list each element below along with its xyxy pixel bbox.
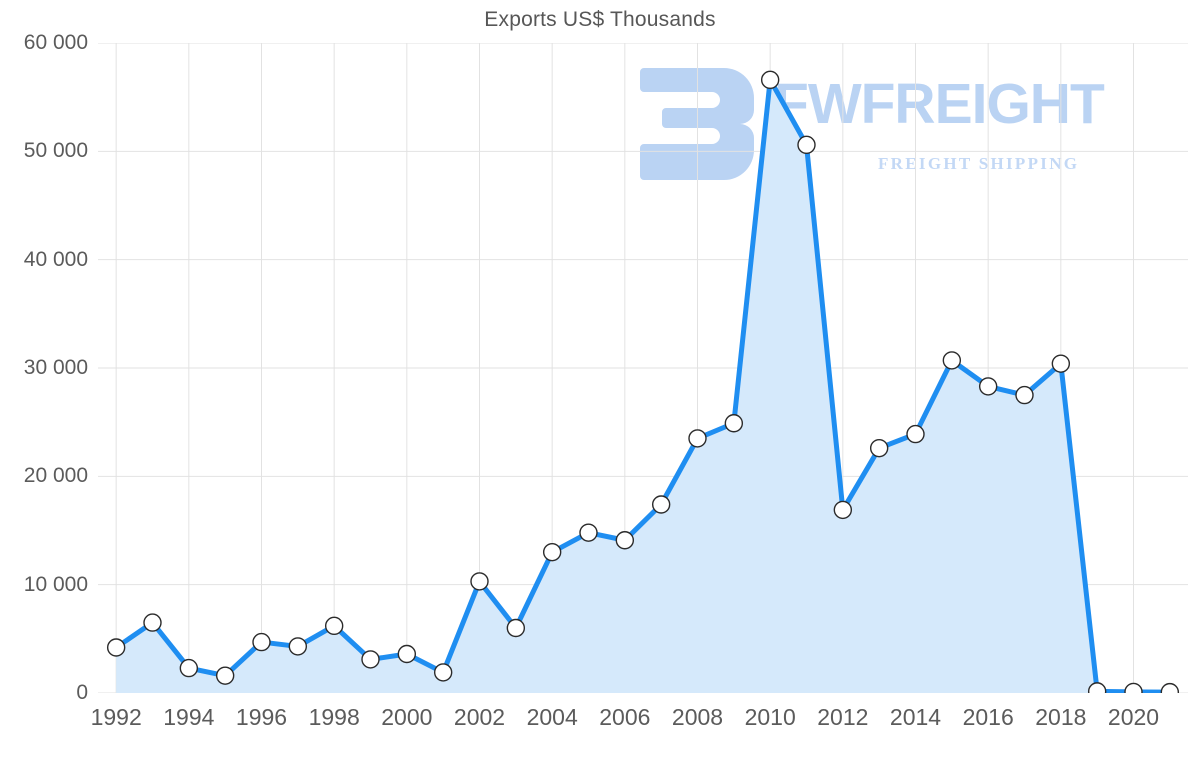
data-point-marker[interactable] <box>1089 683 1106 693</box>
data-point-marker[interactable] <box>616 532 633 549</box>
y-axis-tick-label: 40 000 <box>23 247 88 271</box>
data-point-marker[interactable] <box>144 614 161 631</box>
data-point-marker[interactable] <box>180 660 197 677</box>
data-point-marker[interactable] <box>289 638 306 655</box>
data-point-marker[interactable] <box>1016 387 1033 404</box>
data-point-marker[interactable] <box>725 415 742 432</box>
x-axis-tick-label: 1998 <box>308 704 360 730</box>
x-axis-tick-label: 1996 <box>235 704 288 730</box>
data-point-marker[interactable] <box>980 378 997 395</box>
y-axis-tick-label: 10 000 <box>23 572 88 596</box>
data-point-marker[interactable] <box>108 639 125 656</box>
x-axis-tick-label: 2006 <box>599 704 651 730</box>
chart-title: Exports US$ Thousands <box>484 8 716 31</box>
x-axis-tick-label: 2018 <box>1035 704 1087 730</box>
x-axis-tick-label: 1994 <box>163 704 215 730</box>
x-axis-tick-label: 2008 <box>671 704 724 730</box>
area-fill <box>116 79 1170 693</box>
data-point-marker[interactable] <box>798 136 815 153</box>
data-point-marker[interactable] <box>1052 355 1069 372</box>
data-point-marker[interactable] <box>435 664 452 681</box>
plot-area <box>98 43 1188 693</box>
y-axis-tick-label: 0 <box>76 681 88 704</box>
data-point-markers <box>108 71 1179 693</box>
data-point-marker[interactable] <box>544 544 561 561</box>
y-axis-tick-label: 50 000 <box>23 139 88 163</box>
y-axis-tick-label: 20 000 <box>23 464 88 488</box>
data-point-marker[interactable] <box>217 667 234 684</box>
x-axis-tick-label: 1992 <box>90 704 142 730</box>
data-point-marker[interactable] <box>762 71 779 88</box>
data-point-marker[interactable] <box>834 501 851 518</box>
data-point-marker[interactable] <box>398 646 415 663</box>
data-point-marker[interactable] <box>580 524 597 541</box>
data-point-marker[interactable] <box>326 617 343 634</box>
x-axis-tick-label: 2014 <box>889 704 942 730</box>
y-axis-tick-label: 30 000 <box>23 356 88 379</box>
data-point-marker[interactable] <box>943 352 960 369</box>
data-point-marker[interactable] <box>1125 683 1142 693</box>
data-point-marker[interactable] <box>907 426 924 443</box>
data-point-marker[interactable] <box>653 496 670 513</box>
data-point-marker[interactable] <box>471 573 488 590</box>
data-point-marker[interactable] <box>362 651 379 668</box>
x-axis-tick-label: 2000 <box>381 704 433 730</box>
x-axis-tick-label: 2010 <box>744 704 796 730</box>
data-point-marker[interactable] <box>689 430 706 447</box>
data-point-marker[interactable] <box>507 620 524 637</box>
x-axis-tick-label: 2002 <box>453 704 506 730</box>
x-axis-tick-label: 2004 <box>526 704 578 730</box>
data-point-marker[interactable] <box>253 634 270 651</box>
x-axis-tick-label: 2012 <box>817 704 869 730</box>
data-point-marker[interactable] <box>871 440 888 457</box>
y-axis-tick-label: 60 000 <box>23 31 88 54</box>
data-point-marker[interactable] <box>1161 684 1178 693</box>
x-axis-tick-label: 2016 <box>962 704 1014 730</box>
x-axis-tick-label: 2020 <box>1107 704 1160 730</box>
